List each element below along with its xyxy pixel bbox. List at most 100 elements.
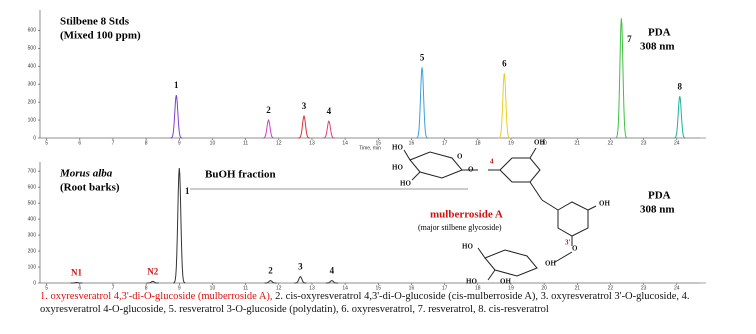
structure-label: OH <box>534 139 545 147</box>
x-tick-label: 10 <box>210 285 216 290</box>
caption-item: 2. cis-oxyresveratrol 4,3'-di-O-glucosid… <box>275 291 539 302</box>
x-tick-label: 6 <box>78 285 81 290</box>
peak-label: 7 <box>627 34 632 44</box>
y-tick-label: 300 <box>28 82 37 88</box>
caption-item: 4. oxyresveratrol 4-O-glucoside, <box>40 291 690 315</box>
x-tick-label: 17 <box>442 140 448 146</box>
peak <box>264 280 277 284</box>
y-tick-label: 300 <box>28 232 37 238</box>
x-tick-label: 7 <box>112 140 115 146</box>
caption-item: 8. cis-resveratrol <box>478 304 549 315</box>
x-tick-label: 7 <box>112 285 115 290</box>
x-tick-label: 16 <box>409 285 415 290</box>
caption-item: 3. oxyresveratrol 3'-O-glucoside, <box>540 291 680 302</box>
x-tick-label: 13 <box>309 285 315 290</box>
compound-name: mulberroside A <box>430 209 503 221</box>
peak <box>673 96 686 139</box>
x-tick-label: 24 <box>674 140 680 146</box>
y-tick-label: 0 <box>33 280 36 286</box>
fraction-label: BuOH fraction <box>205 169 276 181</box>
structure-label: 4 <box>490 158 494 166</box>
peak-label: 1 <box>174 80 179 90</box>
x-tick-label: 15 <box>376 285 382 290</box>
x-tick-label: 16 <box>409 140 415 146</box>
x-tick-label: 12 <box>276 140 282 146</box>
peak <box>146 280 159 284</box>
structure-label: OH <box>500 278 511 286</box>
x-tick-label: 22 <box>608 285 614 290</box>
detector: 308 nm <box>640 41 675 53</box>
peak <box>325 280 338 284</box>
structure-label: HO <box>400 180 411 188</box>
y-tick-label: 400 <box>28 64 37 70</box>
peak-label: N2 <box>147 266 158 276</box>
chart-title: Stilbene 8 Stds <box>60 16 130 28</box>
peak-label: 2 <box>266 105 271 115</box>
structure-drawing <box>403 147 597 281</box>
x-tick-label: 5 <box>45 285 48 290</box>
x-tick-label: 20 <box>541 140 547 146</box>
peak-label: 4 <box>330 266 335 276</box>
y-tick-label: 600 <box>28 184 37 190</box>
peak <box>170 95 183 139</box>
structure-label: O <box>572 245 578 253</box>
x-tick-label: 14 <box>342 140 348 146</box>
peak-label: 3 <box>298 262 303 272</box>
x-tick-label: 18 <box>475 140 481 146</box>
structure-label: OH <box>599 200 610 208</box>
caption-item: 5. resveratrol 3-O-glucoside (polydatin)… <box>168 304 339 315</box>
x-tick-label: 18 <box>475 285 481 290</box>
structure-label: HO <box>392 164 403 172</box>
peak <box>498 73 511 139</box>
x-tick-label: 14 <box>342 285 348 290</box>
structure-label: 3' <box>565 239 571 247</box>
peak <box>262 118 275 139</box>
peak-label: 4 <box>327 106 332 116</box>
y-tick-label: 200 <box>28 248 37 254</box>
x-tick-label: 23 <box>641 285 647 290</box>
detector: PDA <box>648 27 671 39</box>
x-tick-label: 8 <box>145 285 148 290</box>
peak <box>297 114 311 139</box>
figure: Stilbene 8 Stds (Mixed 100 ppm) PDA 308 … <box>28 10 706 290</box>
chart-title: Morus alba <box>59 168 113 180</box>
x-tick-label: 13 <box>309 140 315 146</box>
structure-label: O <box>468 166 474 174</box>
caption-item: 6. oxyresveratrol, <box>341 304 415 315</box>
x-tick-label: 17 <box>442 285 448 290</box>
x-tick-label: 22 <box>608 140 614 146</box>
peak <box>322 120 335 139</box>
structure-label: HO <box>392 144 403 152</box>
caption-item: 7. resveratrol, <box>417 304 476 315</box>
chart-subtitle: (Root barks) <box>60 182 120 194</box>
x-tick-label: 9 <box>178 285 181 290</box>
x-tick-label: 19 <box>508 140 514 146</box>
x-tick-label: 11 <box>243 140 248 146</box>
y-tick-label: 0 <box>33 135 36 141</box>
x-tick-label: 21 <box>575 140 581 146</box>
x-tick-label: 20 <box>541 285 547 290</box>
caption-item: 1. oxyresveratrol 4,3'-di-O-glucoside (m… <box>40 291 273 302</box>
x-tick-label: 19 <box>508 285 514 290</box>
x-tick-label: 24 <box>674 285 680 290</box>
peak-label: 1 <box>185 186 190 196</box>
x-tick-label: 9 <box>178 140 181 146</box>
x-tick-label: 11 <box>243 285 248 290</box>
peak-label: 6 <box>502 58 507 68</box>
y-tick-label: 500 <box>28 200 37 206</box>
x-tick-label: 8 <box>145 140 148 146</box>
y-tick-label: 100 <box>28 264 37 270</box>
x-axis-label: Time, min <box>359 145 381 151</box>
y-tick-label: 600 <box>28 28 37 34</box>
peak <box>615 18 628 139</box>
peak-label: 8 <box>678 81 683 91</box>
peak-label: N1 <box>71 268 82 278</box>
peak <box>173 167 186 284</box>
peak <box>416 67 429 139</box>
y-tick-label: 100 <box>28 117 37 123</box>
x-tick-label: 6 <box>78 140 81 146</box>
x-tick-label: 15 <box>376 140 382 146</box>
peak <box>294 275 307 284</box>
peak-label: 2 <box>268 266 273 276</box>
